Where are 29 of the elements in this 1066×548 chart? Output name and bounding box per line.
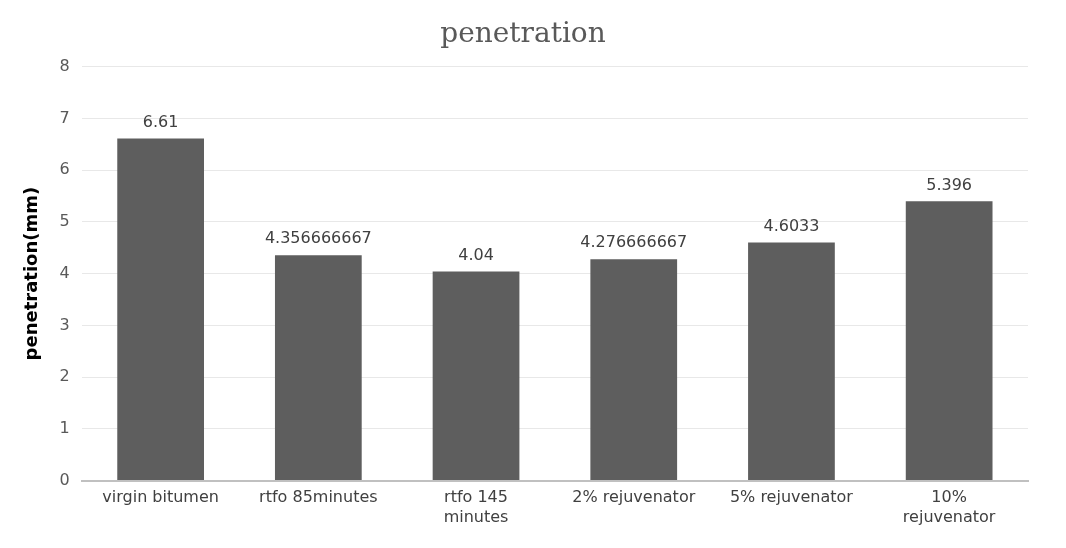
bar xyxy=(748,242,835,481)
y-tick-label: 6 xyxy=(59,159,70,179)
bar xyxy=(432,271,520,481)
x-tick-label: rtfo 85minutes xyxy=(259,487,378,507)
y-tick-label: 5 xyxy=(59,211,70,231)
y-tick-label: 2 xyxy=(59,366,70,386)
y-tick-label: 7 xyxy=(59,107,70,127)
data-label: 4.04 xyxy=(458,244,494,264)
data-label: 4.356666667 xyxy=(264,228,372,248)
x-tick-label: rtfo 145 minutes xyxy=(443,487,509,526)
bar xyxy=(117,138,204,481)
bar xyxy=(905,201,993,481)
y-tick-label: 3 xyxy=(59,314,70,334)
bar xyxy=(590,259,678,481)
x-tick-label: 2% rejuvenator xyxy=(572,487,696,507)
x-tick-label: 10% rejuvenator xyxy=(902,487,996,526)
y-tick-label: 8 xyxy=(59,55,70,75)
data-label: 4.6033 xyxy=(763,215,820,235)
y-tick-label: 0 xyxy=(59,469,70,489)
y-axis-title: penetration(mm) xyxy=(20,186,42,361)
data-label: 4.276666667 xyxy=(580,232,688,252)
x-tick-label: 5% rejuvenator xyxy=(729,487,854,507)
bar xyxy=(274,255,362,481)
x-tick-label: virgin bitumen xyxy=(102,487,219,507)
chart-title: penetration xyxy=(440,16,606,50)
y-tick-label: 1 xyxy=(59,418,70,438)
data-label: 6.61 xyxy=(142,111,179,131)
data-label: 5.396 xyxy=(926,174,973,194)
y-tick-label: 4 xyxy=(59,262,70,282)
